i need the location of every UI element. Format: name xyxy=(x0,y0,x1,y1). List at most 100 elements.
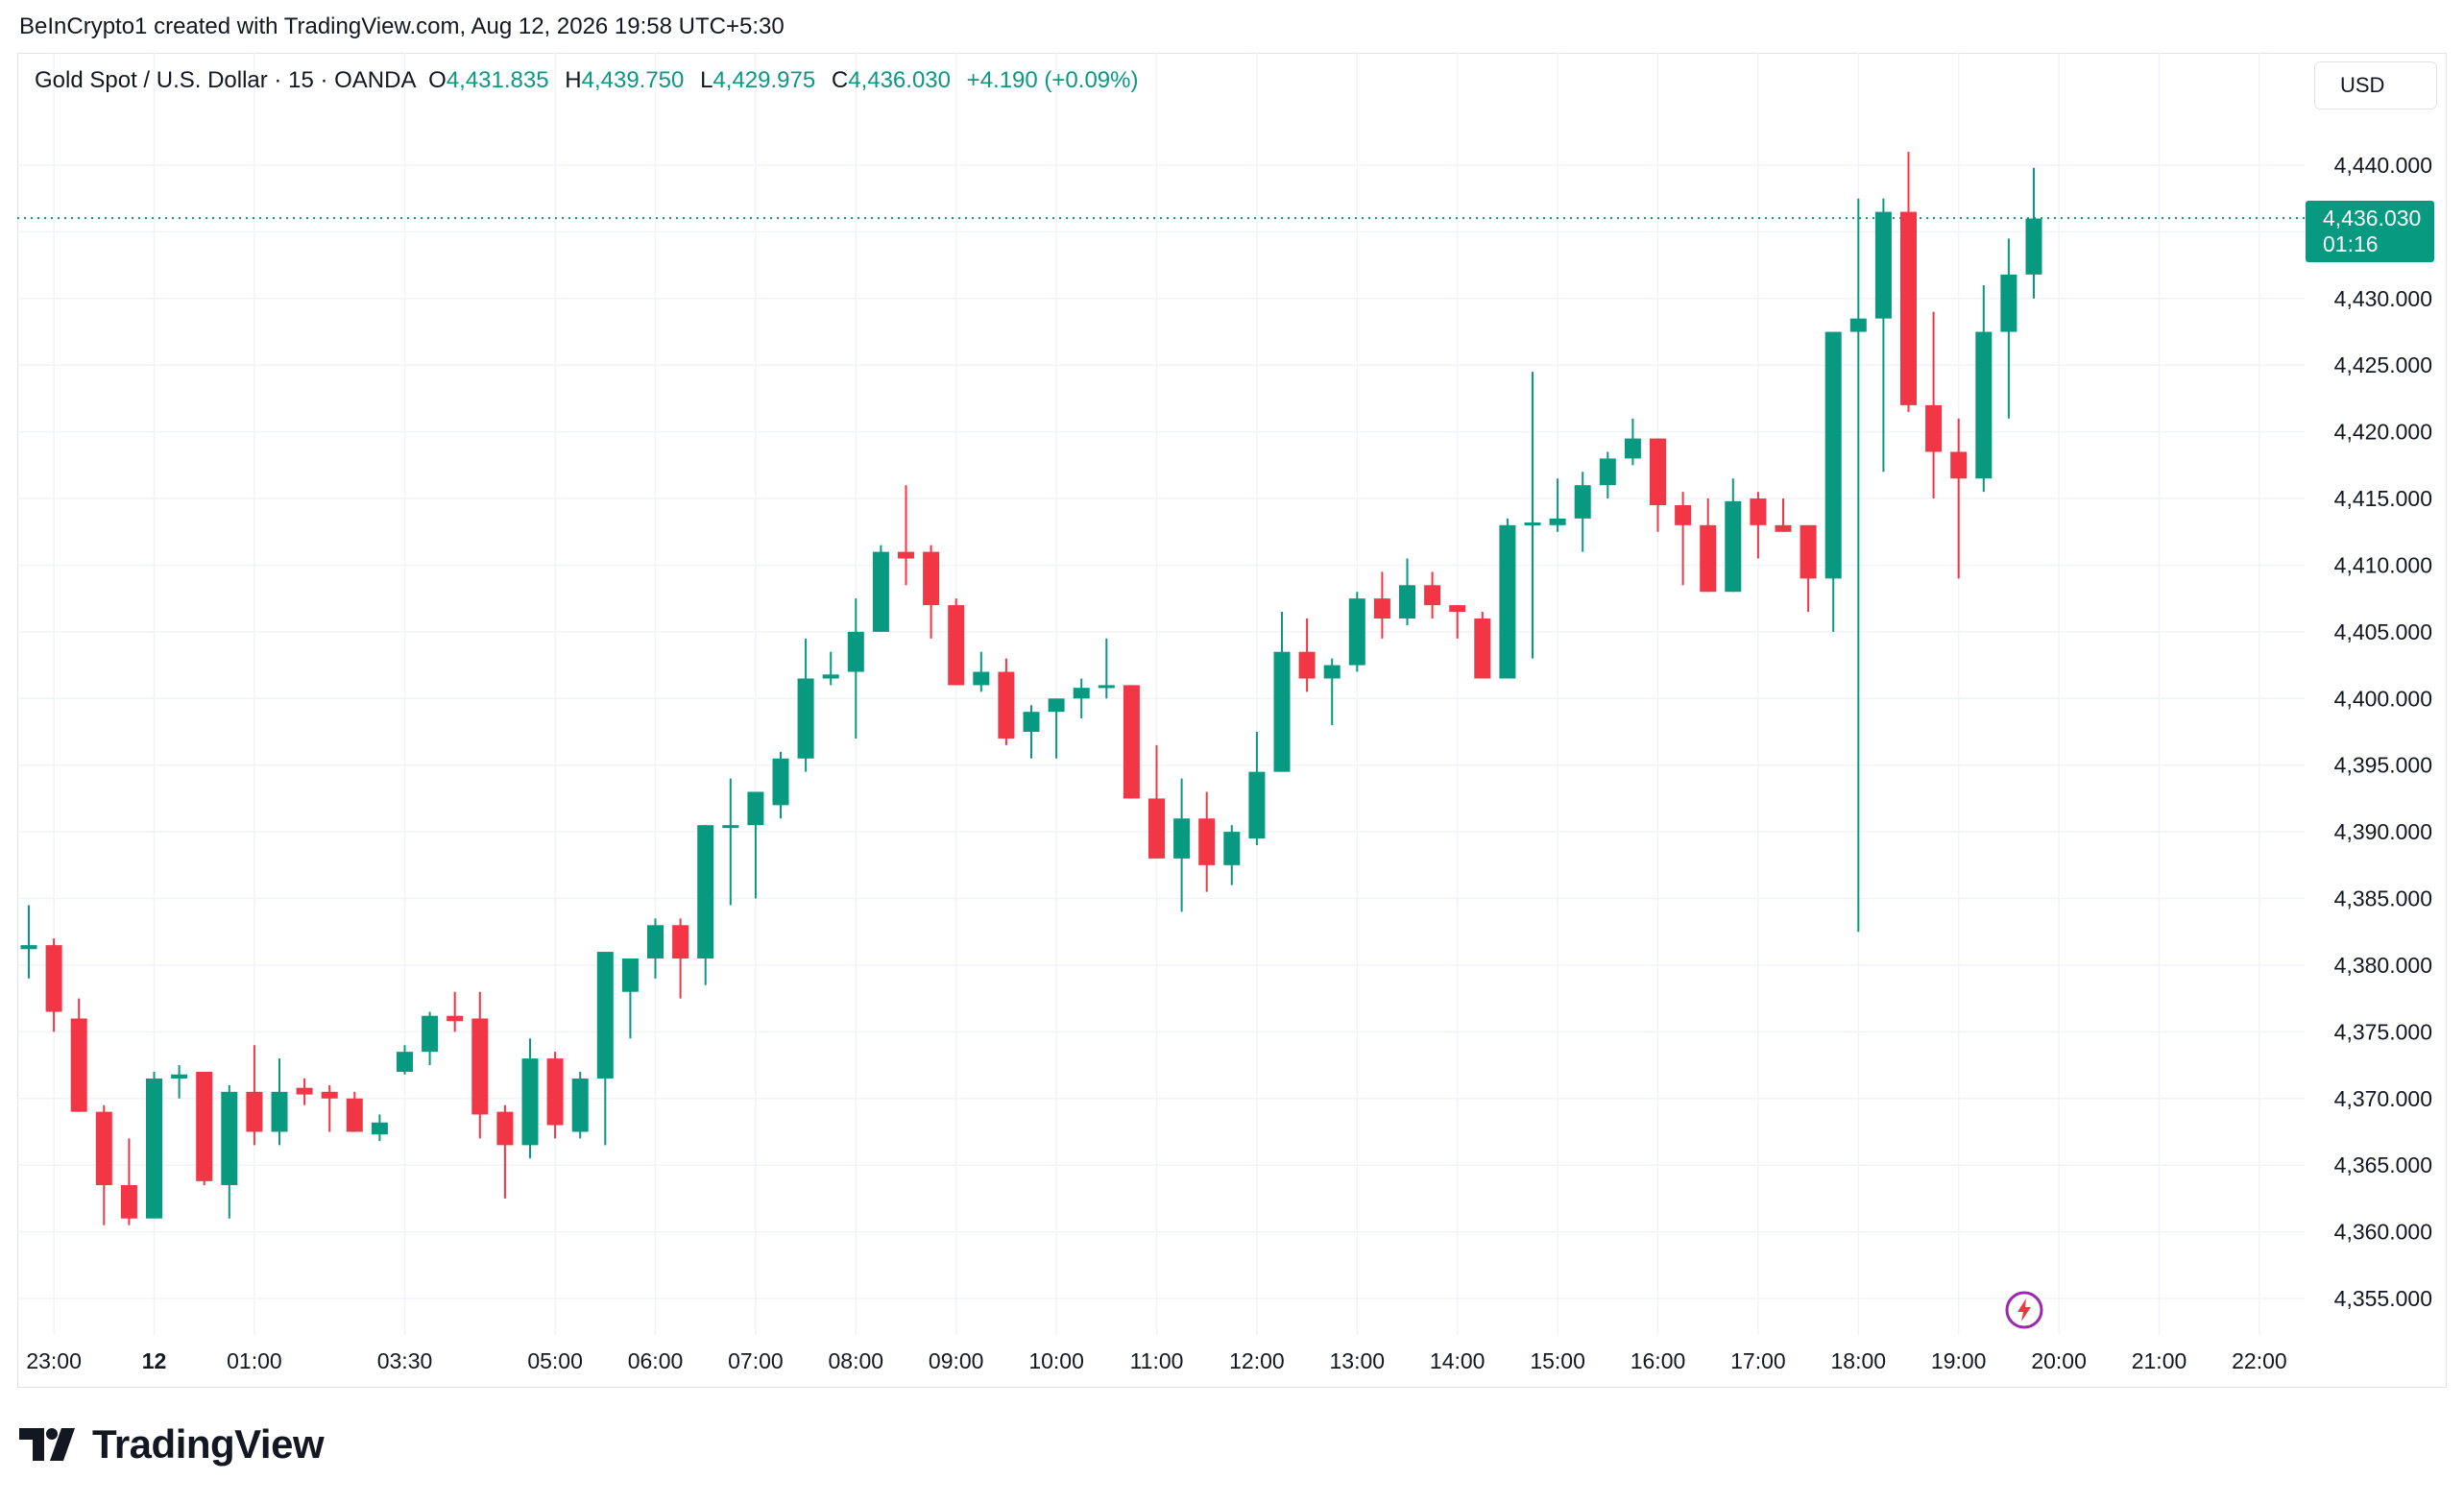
time-tick-label: 01:00 xyxy=(227,1348,282,1373)
candle-body xyxy=(1348,598,1365,666)
candle-body xyxy=(1874,211,1892,319)
candle-body xyxy=(246,1091,263,1132)
last-price-tag: 4,436.030 01:16 xyxy=(2306,201,2434,262)
candle-body xyxy=(471,1018,489,1115)
symbol-name[interactable]: Gold Spot / U.S. Dollar · 15 · OANDA xyxy=(35,67,417,93)
last-price-value: 4,436.030 xyxy=(2323,206,2422,230)
candle-body xyxy=(1273,651,1291,772)
candle-body xyxy=(822,674,839,679)
candles xyxy=(20,152,2042,1225)
time-axis[interactable]: 23:00 12 01:00 03:30 05:00 06:00 07:00 08:00 09:… xyxy=(26,1348,2286,1373)
candle-body xyxy=(948,605,965,686)
candle-body xyxy=(496,1111,514,1146)
candle-body xyxy=(171,1074,188,1079)
time-tick-label: 19:00 xyxy=(1931,1348,1987,1373)
candle-body xyxy=(621,958,639,992)
candle-body xyxy=(1248,771,1266,839)
price-tick-label: 4,415.000 xyxy=(2334,486,2432,511)
price-tick-label: 4,410.000 xyxy=(2334,552,2432,577)
candle-body xyxy=(923,551,940,606)
candle-body xyxy=(1524,522,1541,526)
price-tick-label: 4,360.000 xyxy=(2334,1220,2432,1245)
candle-body xyxy=(772,758,789,806)
price-tick-label: 4,380.000 xyxy=(2334,953,2432,978)
tradingview-logo-icon xyxy=(19,1428,75,1461)
time-tick-label: 11:00 xyxy=(1130,1348,1184,1373)
symbol-legend[interactable]: Gold Spot / U.S. Dollar · 15 · OANDA O 4,… xyxy=(35,67,1138,94)
candle-body xyxy=(296,1087,313,1095)
close-label: C xyxy=(831,67,849,93)
candle-body xyxy=(1975,331,1993,479)
lightning-bolt-icon[interactable] xyxy=(2003,1289,2045,1331)
candle-body xyxy=(571,1078,589,1132)
price-tick-label: 4,405.000 xyxy=(2334,619,2432,644)
chart-attribution: BeInCrypto1 created with TradingView.com… xyxy=(19,13,785,39)
candle-body xyxy=(1449,605,1466,613)
candle-body xyxy=(722,825,739,829)
candle-body xyxy=(847,631,864,672)
candle-body xyxy=(1298,651,1316,679)
candle-body xyxy=(1775,524,1792,532)
price-tick-label: 4,440.000 xyxy=(2334,153,2432,178)
candle-body xyxy=(1148,798,1165,859)
candle-body xyxy=(45,945,62,1012)
price-tick-label: 4,365.000 xyxy=(2334,1152,2432,1177)
candle-body xyxy=(346,1098,363,1132)
candle-body xyxy=(1474,619,1491,679)
candle-body xyxy=(1098,685,1115,689)
low-value: 4,429.975 xyxy=(713,67,816,93)
candle-body xyxy=(20,945,37,950)
candle-body xyxy=(2025,218,2042,275)
price-tick-label: 4,430.000 xyxy=(2334,286,2432,311)
time-tick-label: 14:00 xyxy=(1430,1348,1486,1373)
candle-body xyxy=(1123,685,1140,799)
price-tick-label: 4,420.000 xyxy=(2334,420,2432,445)
candle-body xyxy=(1048,698,1065,713)
time-tick-label: 10:00 xyxy=(1028,1348,1084,1373)
chart-frame[interactable] xyxy=(17,53,2447,1388)
candle-body xyxy=(546,1058,564,1126)
candle-body xyxy=(1750,498,1767,525)
candle-body xyxy=(321,1091,338,1099)
candle-body xyxy=(1023,712,1040,732)
change-value: +4.190 (+0.09%) xyxy=(966,67,1139,93)
price-tick-label: 4,390.000 xyxy=(2334,819,2432,844)
low-label: L xyxy=(700,67,713,93)
candle-body xyxy=(797,678,814,759)
candle-body xyxy=(1599,458,1616,486)
time-tick-label: 21:00 xyxy=(2132,1348,2187,1373)
tradingview-logo[interactable]: TradingView xyxy=(19,1421,325,1468)
time-tick-label: 18:00 xyxy=(1831,1348,1887,1373)
price-tick-label: 4,370.000 xyxy=(2334,1086,2432,1111)
candle-body xyxy=(1373,598,1390,619)
candle-body xyxy=(95,1111,112,1185)
open-label: O xyxy=(428,67,447,93)
candle-body xyxy=(521,1058,539,1146)
time-tick-label: 03:30 xyxy=(377,1348,433,1373)
candle-body xyxy=(998,671,1015,739)
candle-body xyxy=(1499,524,1516,679)
time-tick-label: 12 xyxy=(142,1348,167,1373)
currency-label: USD xyxy=(2340,73,2385,97)
candle-body xyxy=(271,1091,288,1132)
price-tick-label: 4,355.000 xyxy=(2334,1286,2432,1311)
candle-body xyxy=(447,1015,464,1022)
time-tick-label: 20:00 xyxy=(2031,1348,2087,1373)
currency-selector[interactable]: USD xyxy=(2314,61,2437,109)
price-axis[interactable]: 4,355.000 4,360.000 4,365.000 4,370.000 4,37… xyxy=(2334,153,2432,1311)
candle-body xyxy=(872,551,889,632)
candle-body xyxy=(1223,832,1241,865)
time-tick-label: 16:00 xyxy=(1631,1348,1686,1373)
candle-body xyxy=(1700,524,1717,593)
grid-lines xyxy=(17,53,2305,1335)
candle-body xyxy=(1549,518,1566,525)
time-tick-label: 17:00 xyxy=(1730,1348,1786,1373)
candle-body xyxy=(596,952,614,1079)
candle-body xyxy=(371,1122,388,1135)
candle-body xyxy=(146,1078,162,1219)
price-tick-label: 4,395.000 xyxy=(2334,753,2432,778)
candle-body xyxy=(1173,818,1191,859)
candle-body xyxy=(1323,665,1341,679)
bar-countdown: 01:16 xyxy=(2323,231,2379,256)
